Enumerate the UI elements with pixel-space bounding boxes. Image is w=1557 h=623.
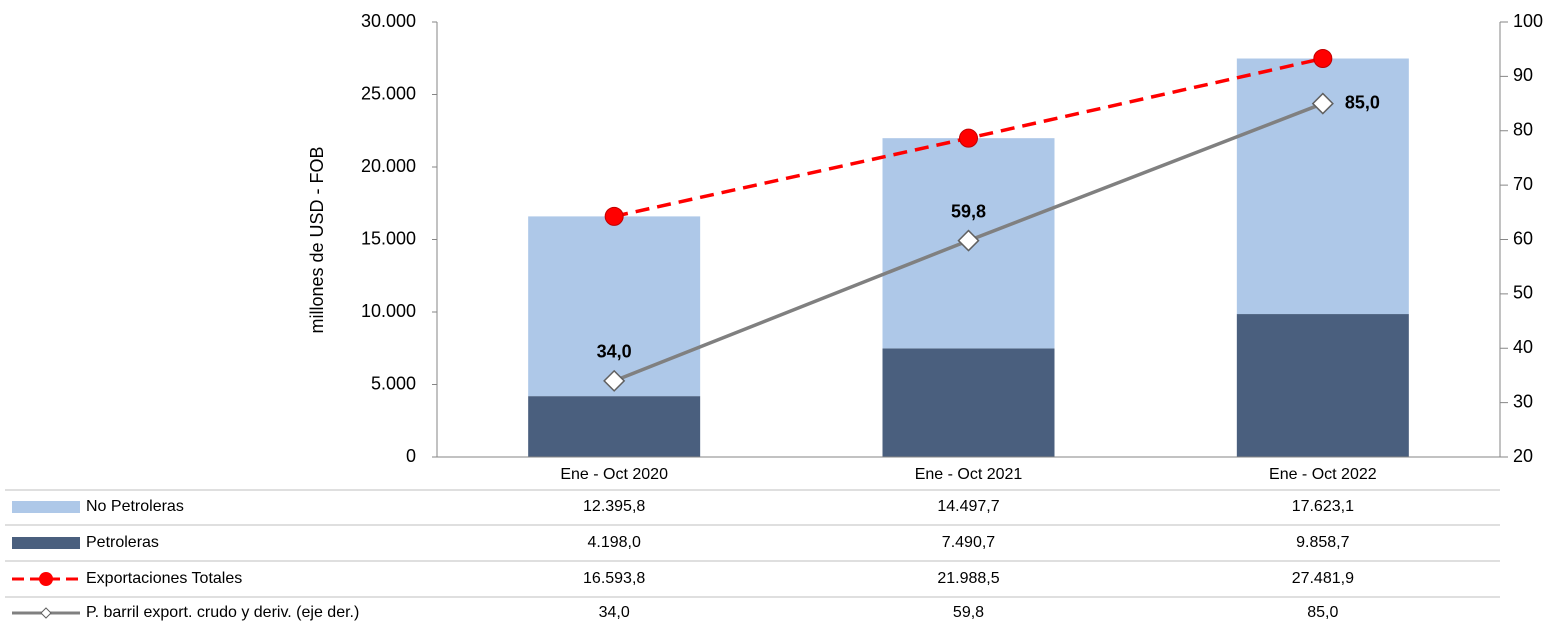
y-tick-label: 25.000: [361, 83, 416, 103]
marker: [1313, 49, 1333, 69]
bar: [1236, 314, 1409, 457]
y2-tick-label: 80: [1513, 120, 1533, 140]
y-tick-label: 20.000: [361, 156, 416, 176]
legend-marker: [40, 607, 52, 619]
table-cell: 16.593,8: [583, 570, 645, 587]
table-cell: 7.490,7: [942, 534, 995, 551]
table-cell: 34,0: [599, 604, 630, 621]
table-cell: 59,8: [953, 604, 984, 621]
marker: [1311, 92, 1334, 115]
table-cell: 21.988,5: [937, 570, 999, 587]
marker: [603, 369, 626, 392]
legend-label: No Petroleras: [86, 498, 184, 515]
x-tick-label: Ene - Oct 2022: [1269, 466, 1377, 483]
y2-tick-label: 30: [1513, 391, 1533, 411]
table-cell: 85,0: [1307, 604, 1338, 621]
bar: [528, 396, 701, 457]
table-cell: 12.395,8: [583, 498, 645, 515]
legend-label: Petroleras: [86, 534, 159, 551]
data-label: 59,8: [951, 201, 986, 221]
x-tick-label: Ene - Oct 2021: [915, 466, 1023, 483]
marker: [604, 206, 624, 226]
y2-tick-label: 40: [1513, 337, 1533, 357]
y-tick-label: 30.000: [361, 11, 416, 31]
table-cell: 27.481,9: [1292, 570, 1354, 587]
y2-tick-label: 60: [1513, 228, 1533, 248]
y2-tick-label: 50: [1513, 283, 1533, 303]
legend-label: Exportaciones Totales: [86, 570, 242, 587]
legend-swatch: [12, 501, 80, 513]
y2-tick-label: 100: [1513, 11, 1543, 31]
marker: [959, 128, 978, 148]
y-tick-label: 5.000: [371, 373, 416, 393]
marker: [957, 229, 980, 252]
y2-tick-label: 20: [1513, 446, 1533, 466]
y2-tick-label: 70: [1513, 174, 1533, 194]
y2-tick-label: 90: [1513, 65, 1533, 85]
bar: [882, 348, 1055, 457]
legend-label: P. barril export. crudo y deriv. (eje de…: [86, 604, 359, 621]
table-cell: 14.497,7: [937, 498, 999, 515]
y-tick-label: 15.000: [361, 228, 416, 248]
bar: [528, 216, 701, 397]
legend-swatch: [12, 537, 80, 549]
table-cell: 17.623,1: [1292, 498, 1354, 515]
y-axis-label: millones de USD - FOB: [307, 146, 327, 333]
data-label: 85,0: [1345, 92, 1380, 112]
y-tick-label: 10.000: [361, 301, 416, 321]
x-tick-label: Ene - Oct 2020: [560, 466, 668, 483]
data-label: 34,0: [597, 342, 632, 362]
table-cell: 4.198,0: [587, 534, 640, 551]
table-cell: 9.858,7: [1296, 534, 1349, 551]
y-tick-label: 0: [406, 446, 416, 466]
legend-marker: [39, 572, 53, 586]
